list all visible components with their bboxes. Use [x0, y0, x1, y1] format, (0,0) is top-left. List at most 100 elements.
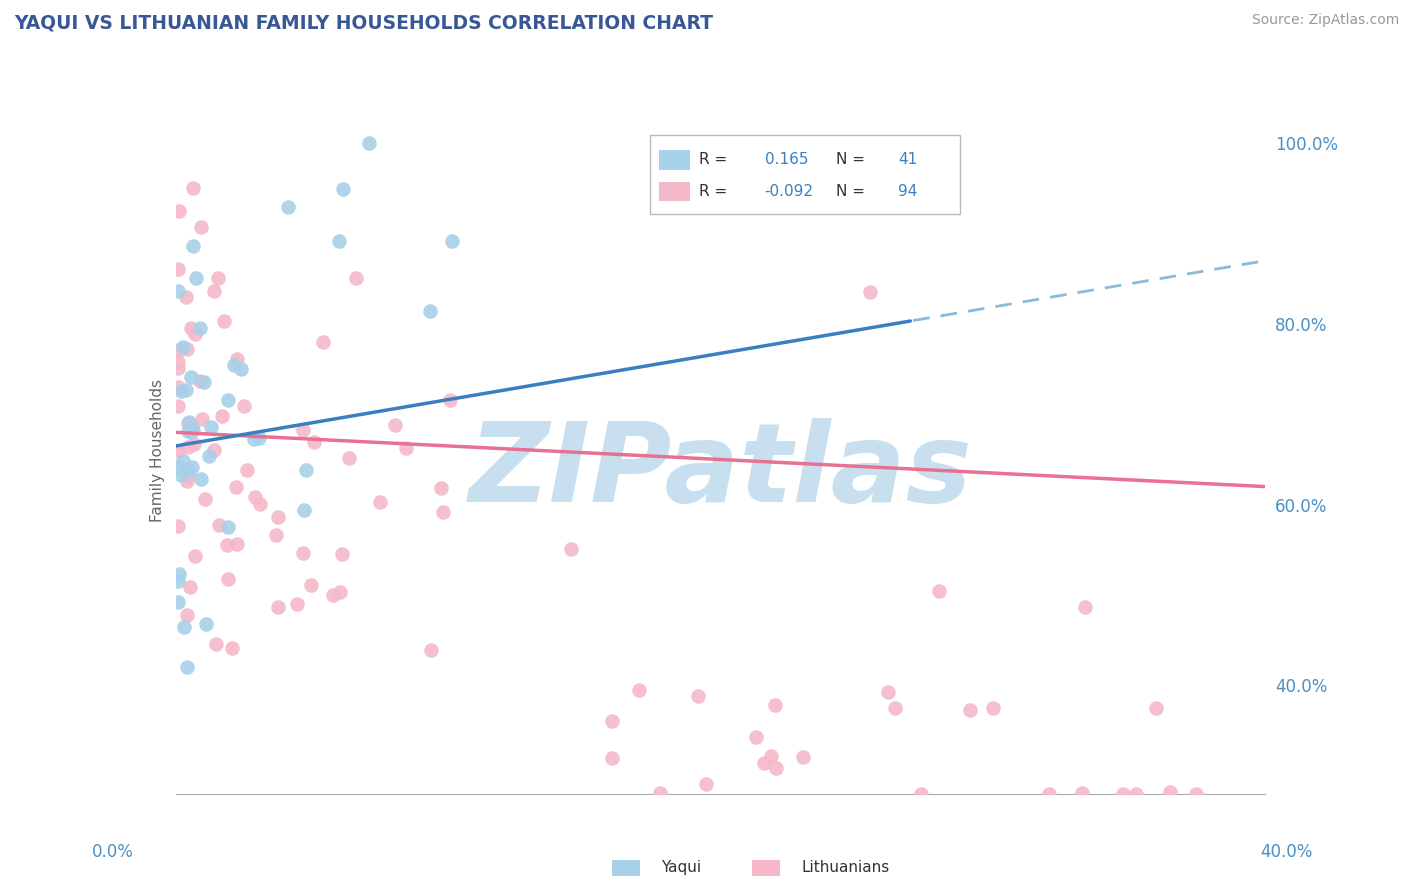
Point	[177, 416, 200, 430]
Point	[233, 399, 256, 413]
Point	[439, 392, 461, 407]
Text: Yaqui: Yaqui	[661, 860, 702, 874]
Point	[226, 537, 249, 551]
Point	[190, 374, 212, 388]
Point	[267, 599, 290, 614]
Point	[167, 360, 190, 375]
Point	[180, 425, 202, 439]
Point	[190, 219, 212, 234]
Point	[337, 451, 360, 466]
Point	[249, 497, 271, 511]
Text: Source: ZipAtlas.com: Source: ZipAtlas.com	[1251, 13, 1399, 28]
Point	[180, 460, 202, 475]
Point	[384, 417, 406, 432]
Point	[395, 441, 418, 455]
Point	[225, 480, 247, 494]
Point	[686, 689, 709, 703]
Point	[236, 463, 259, 477]
Point	[211, 409, 233, 424]
Point	[763, 698, 786, 713]
Bar	[659, 181, 690, 202]
Point	[167, 519, 190, 533]
Text: YAQUI VS LITHUANIAN FAMILY HOUSEHOLDS CORRELATION CHART: YAQUI VS LITHUANIAN FAMILY HOUSEHOLDS CO…	[14, 13, 713, 32]
Point	[202, 285, 225, 299]
Point	[167, 443, 190, 458]
Point	[245, 491, 267, 505]
Point	[1073, 600, 1095, 615]
Point	[332, 182, 354, 196]
Text: N =: N =	[837, 184, 865, 199]
Point	[242, 432, 264, 446]
Point	[191, 412, 214, 426]
Point	[184, 326, 207, 341]
Point	[179, 463, 201, 477]
Text: 41: 41	[898, 153, 918, 168]
Text: R =: R =	[699, 153, 728, 168]
Point	[177, 415, 200, 429]
Point	[368, 494, 391, 508]
Text: 40.0%: 40.0%	[1260, 843, 1313, 861]
Point	[312, 334, 335, 349]
Point	[859, 285, 882, 300]
Point	[208, 518, 231, 533]
Point	[295, 463, 318, 477]
Point	[174, 384, 197, 398]
Point	[181, 180, 204, 194]
Point	[179, 580, 201, 594]
Text: 0.165: 0.165	[765, 153, 808, 168]
Text: 0.0%: 0.0%	[91, 843, 134, 861]
Point	[181, 423, 204, 437]
Point	[176, 608, 198, 623]
Point	[177, 424, 200, 438]
FancyBboxPatch shape	[650, 135, 960, 213]
Point	[193, 376, 215, 390]
Point	[167, 343, 190, 358]
Point	[357, 136, 380, 151]
Point	[1159, 784, 1181, 798]
Point	[1184, 787, 1206, 801]
Point	[217, 520, 239, 534]
Point	[222, 358, 245, 372]
Y-axis label: Family Households: Family Households	[149, 379, 165, 522]
Point	[1112, 787, 1135, 801]
Point	[928, 583, 950, 598]
Point	[225, 352, 247, 367]
Text: R =: R =	[699, 184, 728, 199]
Point	[174, 290, 197, 304]
Point	[419, 304, 441, 318]
Point	[180, 370, 202, 384]
Point	[167, 262, 190, 277]
Point	[215, 538, 238, 552]
Point	[170, 468, 193, 483]
Point	[299, 578, 322, 592]
Point	[188, 321, 211, 335]
Point	[1125, 787, 1147, 801]
Text: N =: N =	[837, 153, 865, 168]
Point	[287, 597, 309, 611]
Point	[430, 481, 453, 495]
Point	[167, 574, 190, 589]
Point	[1038, 787, 1060, 801]
Point	[761, 748, 783, 763]
Point	[981, 701, 1004, 715]
Text: Lithuanians: Lithuanians	[801, 860, 890, 874]
Point	[167, 355, 190, 369]
Point	[184, 549, 207, 564]
Point	[432, 505, 454, 519]
Point	[180, 320, 202, 334]
Point	[1144, 701, 1167, 715]
Point	[928, 141, 950, 155]
Point	[1071, 786, 1094, 800]
Point	[200, 420, 222, 434]
Point	[695, 777, 717, 791]
Point	[172, 454, 194, 468]
Point	[302, 435, 325, 450]
Point	[648, 786, 671, 800]
Point	[167, 204, 190, 219]
Point	[184, 270, 207, 285]
Point	[195, 616, 218, 631]
Text: -0.092: -0.092	[765, 184, 814, 199]
Point	[765, 760, 787, 774]
Point	[959, 703, 981, 717]
Point	[180, 421, 202, 435]
